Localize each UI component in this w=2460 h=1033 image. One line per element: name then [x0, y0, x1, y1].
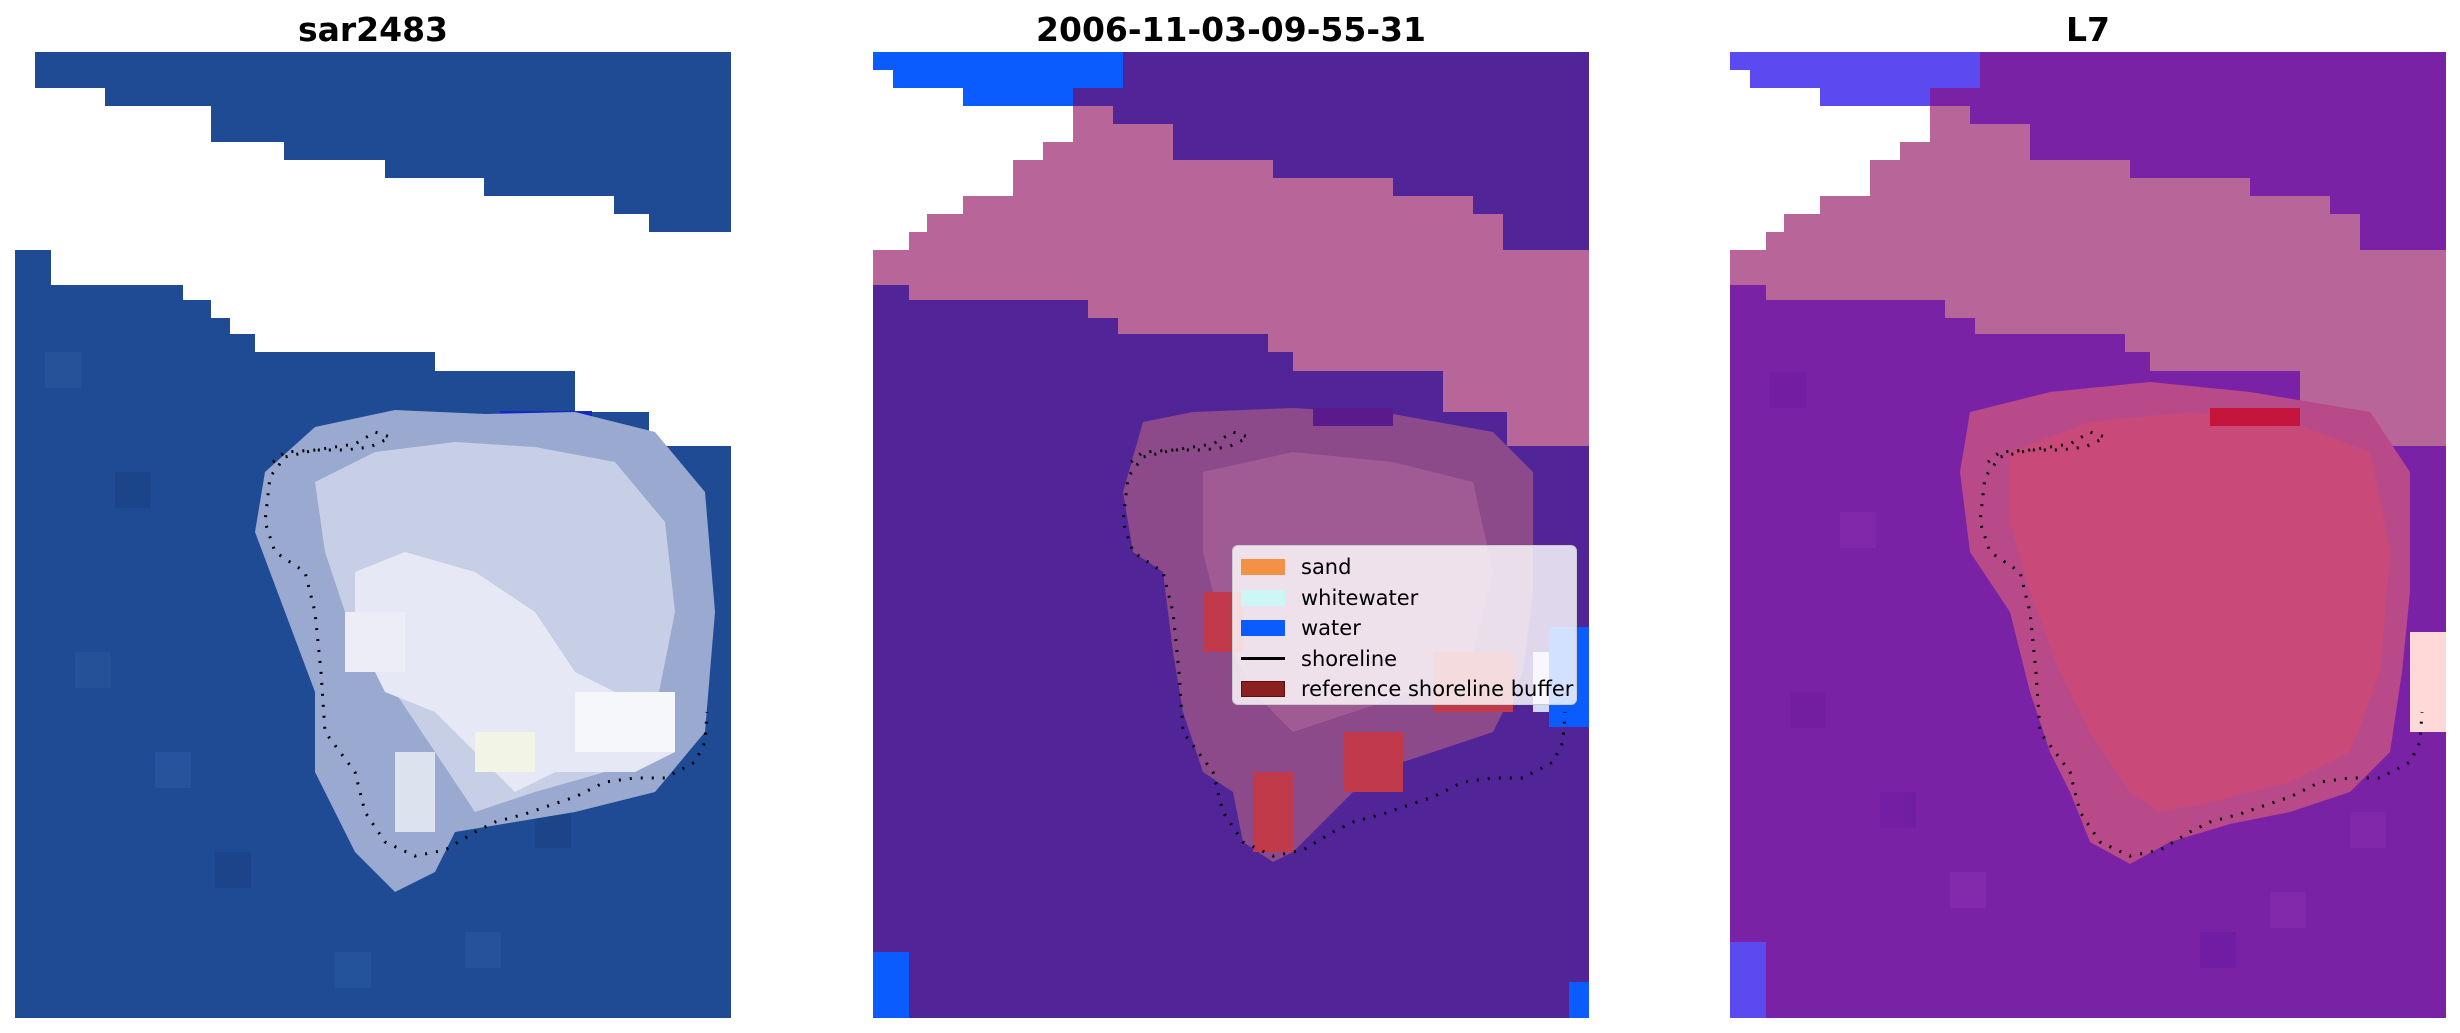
whitewater-plume — [255, 410, 715, 892]
class-nodata-region — [873, 70, 1073, 250]
legend-item-sand: sand — [1241, 552, 1568, 583]
l7-blue-corner-bottom — [1730, 942, 1766, 1018]
legend-label-water: water — [1301, 616, 1361, 641]
legend-label-reference-buffer: reference shoreline buffer — [1301, 677, 1574, 702]
l7-texture — [1770, 372, 2386, 968]
rgb-image-panel — [15, 52, 731, 1018]
panel-title-rgb: sar2483 — [297, 10, 449, 49]
l7-bright-edge — [2410, 632, 2446, 732]
class-buffer-band — [873, 106, 1589, 446]
l7-index-image — [1730, 52, 2446, 1018]
panel-title-index: L7 — [2066, 10, 2110, 49]
classification-image — [873, 52, 1589, 1018]
legend: sand whitewater water shoreline referenc… — [1232, 545, 1577, 705]
l7-buffer-band — [1730, 106, 2446, 446]
l7-blue-corner — [1730, 52, 1980, 106]
legend-item-shoreline: shoreline — [1241, 644, 1568, 675]
l7-nodata-region — [1730, 70, 1930, 250]
rgb-image — [15, 52, 731, 1018]
legend-label-whitewater: whitewater — [1301, 585, 1419, 610]
legend-swatch-reference-buffer — [1241, 681, 1285, 698]
panel-title-classification: 2006-11-03-09-55-31 — [1036, 10, 1426, 49]
rgb-no-data-region — [15, 52, 731, 446]
legend-swatch-whitewater — [1241, 589, 1285, 606]
classification-panel — [873, 52, 1589, 1018]
legend-label-sand: sand — [1301, 555, 1352, 580]
l7-index-panel — [1730, 52, 2446, 1018]
l7-high-index-area — [1960, 382, 2410, 864]
legend-swatch-sand — [1241, 559, 1285, 576]
legend-label-shoreline: shoreline — [1301, 646, 1398, 671]
class-water-corner-top — [873, 52, 1123, 106]
legend-item-water: water — [1241, 613, 1568, 644]
legend-swatch-water — [1241, 620, 1285, 637]
legend-swatch-shoreline — [1241, 657, 1285, 661]
class-water-corner-left — [873, 952, 909, 1018]
class-water-corner-right — [1569, 982, 1589, 1018]
legend-item-whitewater: whitewater — [1241, 583, 1568, 614]
legend-item-reference-buffer: reference shoreline buffer — [1241, 674, 1573, 705]
